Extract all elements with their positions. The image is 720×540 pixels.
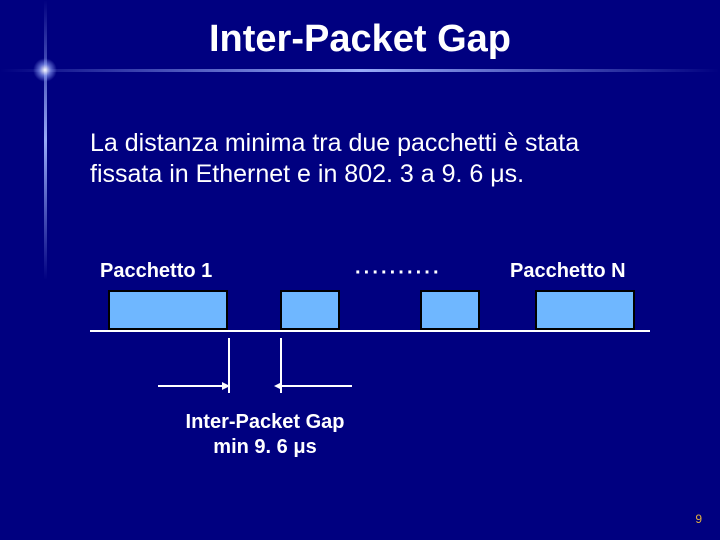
packet-1-label: Pacchetto 1 [100,260,212,283]
gap-caption-line-1: Inter-Packet Gap [165,410,365,435]
gap-arrow-left-icon [274,382,282,390]
slide-title: Inter-Packet Gap [0,18,720,61]
gap-caption-line-2: min 9. 6 μs [165,435,365,460]
ellipsis-dots: ·········· [355,262,442,285]
slide-body-text: La distanza minima tra due pacchetti è s… [90,128,650,191]
ipg-diagram: Pacchetto 1 ·········· Pacchetto N Inter… [90,260,650,460]
gap-line-left [158,385,228,387]
packet-n-label: Pacchetto N [510,260,626,283]
gap-arrow-right-icon [222,382,230,390]
timeline-baseline [90,330,650,332]
packet-box [280,290,340,330]
packet-box [420,290,480,330]
slide-number: 9 [695,512,702,526]
packet-box [108,290,228,330]
gap-line-right [282,385,352,387]
lens-flare-core [33,58,57,82]
packet-box [535,290,635,330]
gap-caption: Inter-Packet Gap min 9. 6 μs [165,410,365,460]
